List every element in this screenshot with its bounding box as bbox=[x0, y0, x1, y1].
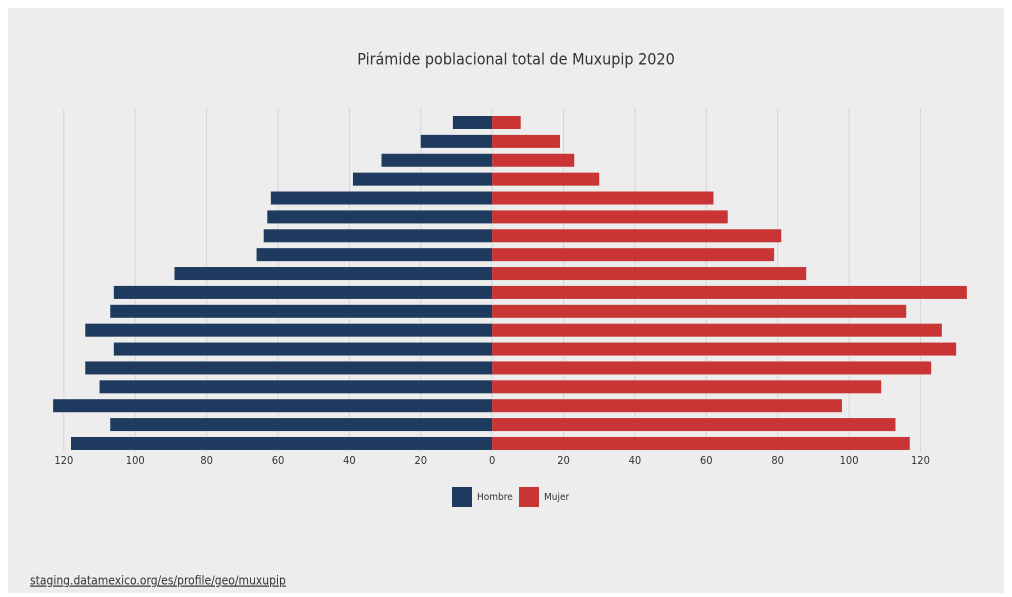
bar bbox=[263, 229, 493, 243]
bar bbox=[492, 380, 882, 394]
chart-title: Pirámide poblacional total de Muxupip 20… bbox=[357, 50, 675, 69]
bar bbox=[270, 191, 493, 205]
bar bbox=[492, 134, 560, 148]
legend-swatch bbox=[519, 487, 539, 507]
x-tick-label: 0 bbox=[489, 454, 495, 467]
x-tick-label: 120 bbox=[54, 454, 73, 467]
bar bbox=[113, 342, 493, 356]
legend-swatch bbox=[452, 487, 472, 507]
bar bbox=[492, 153, 575, 167]
x-tick-label: 80 bbox=[771, 454, 784, 467]
bar bbox=[110, 304, 493, 318]
bar bbox=[85, 323, 493, 337]
bar bbox=[492, 361, 932, 375]
bar bbox=[420, 134, 493, 148]
x-tick-label: 100 bbox=[840, 454, 859, 467]
x-tick-label: 40 bbox=[343, 454, 356, 467]
bar bbox=[492, 285, 967, 299]
bar bbox=[492, 172, 600, 186]
x-tick-label: 40 bbox=[629, 454, 642, 467]
x-tick-label: 20 bbox=[557, 454, 570, 467]
x-tick-label: 60 bbox=[272, 454, 285, 467]
bar bbox=[492, 304, 907, 318]
x-tick-label: 20 bbox=[414, 454, 427, 467]
bar bbox=[70, 436, 493, 450]
bar bbox=[85, 361, 493, 375]
legend-label: Hombre bbox=[477, 492, 513, 503]
bar bbox=[492, 399, 842, 413]
bar bbox=[381, 153, 493, 167]
bar bbox=[492, 229, 782, 243]
bar bbox=[174, 267, 493, 281]
bar bbox=[267, 210, 493, 224]
bar bbox=[492, 210, 728, 224]
bar bbox=[256, 248, 493, 262]
bar bbox=[492, 342, 957, 356]
bar bbox=[352, 172, 493, 186]
bar bbox=[492, 191, 714, 205]
x-tick-label: 60 bbox=[700, 454, 713, 467]
bar bbox=[492, 267, 807, 281]
x-tick-label: 120 bbox=[911, 454, 930, 467]
bar bbox=[53, 399, 493, 413]
x-tick-label: 100 bbox=[126, 454, 145, 467]
x-tick-label: 80 bbox=[200, 454, 213, 467]
bar bbox=[99, 380, 493, 394]
bar bbox=[492, 248, 775, 262]
bar bbox=[492, 116, 521, 129]
bar bbox=[452, 116, 493, 129]
chart-background bbox=[8, 8, 1004, 593]
bar bbox=[492, 436, 910, 450]
source-link[interactable]: staging.datamexico.org/es/profile/geo/mu… bbox=[30, 574, 286, 588]
bar bbox=[492, 418, 896, 432]
legend-label: Mujer bbox=[544, 492, 570, 503]
bar bbox=[113, 285, 493, 299]
bar bbox=[110, 418, 493, 432]
bar bbox=[492, 323, 942, 337]
